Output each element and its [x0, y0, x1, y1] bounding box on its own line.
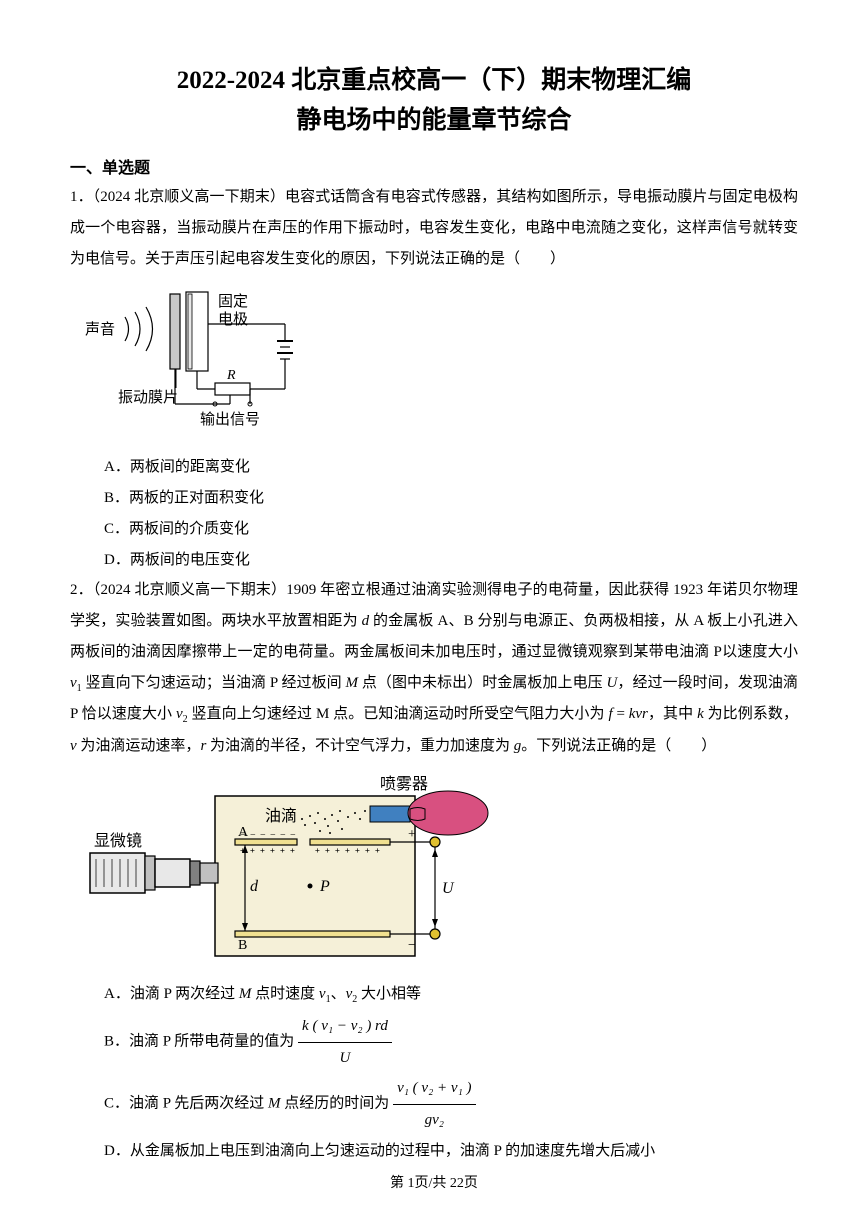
svg-text:+: +: [325, 846, 330, 855]
svg-text:−: −: [250, 830, 256, 841]
svg-text:+: +: [375, 846, 380, 855]
label-output: 输出信号: [200, 411, 260, 428]
svg-text:−: −: [280, 830, 286, 841]
svg-text:+: +: [290, 846, 295, 855]
svg-text:−: −: [290, 830, 296, 841]
q2-option-c: C．油滴 P 先后两次经过 M 点经历的时间为 v₁ ( v₂ + v₁ ) g…: [70, 1073, 798, 1136]
svg-text:−: −: [260, 830, 266, 841]
label-d: d: [250, 878, 259, 895]
label-plus: +: [408, 827, 416, 842]
q1-option-b: B．两板的正对面积变化: [70, 483, 798, 514]
q2-option-a: A．油滴 P 两次经过 M 点时速度 v1、v2 大小相等: [70, 979, 798, 1011]
label-oil: 油滴: [265, 807, 297, 825]
label-B: B: [238, 938, 247, 953]
q2-option-b: B．油滴 P 所带电荷量的值为 k ( v₁ − v₂ ) rd U: [70, 1011, 798, 1074]
svg-text:−: −: [270, 830, 276, 841]
svg-text:+: +: [335, 846, 340, 855]
svg-text:+: +: [250, 846, 255, 855]
q2-text: 2．（2024 北京顺义高一下期末）1909 年密立根通过油滴实验测得电子的电荷…: [70, 575, 798, 761]
label-fixed-1: 固定: [218, 293, 248, 310]
page-footer: 第 1页/共 22页: [0, 1172, 868, 1192]
label-U: U: [442, 880, 455, 897]
label-P: P: [319, 878, 330, 895]
q2-figure: 显微镜 喷雾器 油滴 A +++ ++: [70, 771, 798, 971]
q1-option-d: D．两板间的电压变化: [70, 545, 798, 576]
title-sub: 静电场中的能量章节综合: [70, 100, 798, 136]
label-fixed-2: 电极: [218, 311, 248, 328]
svg-text:+: +: [280, 846, 285, 855]
q1-text: 1．（2024 北京顺义高一下期末）电容式话筒含有电容式传感器，其结构如图所示，…: [70, 182, 798, 274]
svg-text:+: +: [355, 846, 360, 855]
svg-text:+: +: [315, 846, 320, 855]
label-sound: 声音: [85, 320, 115, 338]
svg-text:−: −: [240, 830, 246, 841]
q1-option-a: A．两板间的距离变化: [70, 452, 798, 483]
svg-text:+: +: [345, 846, 350, 855]
q1-option-c: C．两板间的介质变化: [70, 514, 798, 545]
title-main: 2022-2024 北京重点校高一（下）期末物理汇编: [70, 60, 798, 96]
svg-text:+: +: [365, 846, 370, 855]
label-resistor: R: [226, 368, 236, 383]
label-membrane: 振动膜片: [118, 389, 178, 406]
label-minus: −: [408, 938, 416, 953]
section-header: 一、单选题: [70, 154, 798, 178]
label-microscope: 显微镜: [94, 831, 142, 850]
q1-figure: 声音 固定 电极 振动膜片 R 输出信号: [70, 284, 798, 444]
svg-text:+: +: [260, 846, 265, 855]
svg-text:+: +: [270, 846, 275, 855]
label-sprayer: 喷雾器: [380, 775, 428, 793]
q2-option-d: D．从金属板加上电压到油滴向上匀速运动的过程中，油滴 P 的加速度先增大后减小: [70, 1136, 798, 1167]
